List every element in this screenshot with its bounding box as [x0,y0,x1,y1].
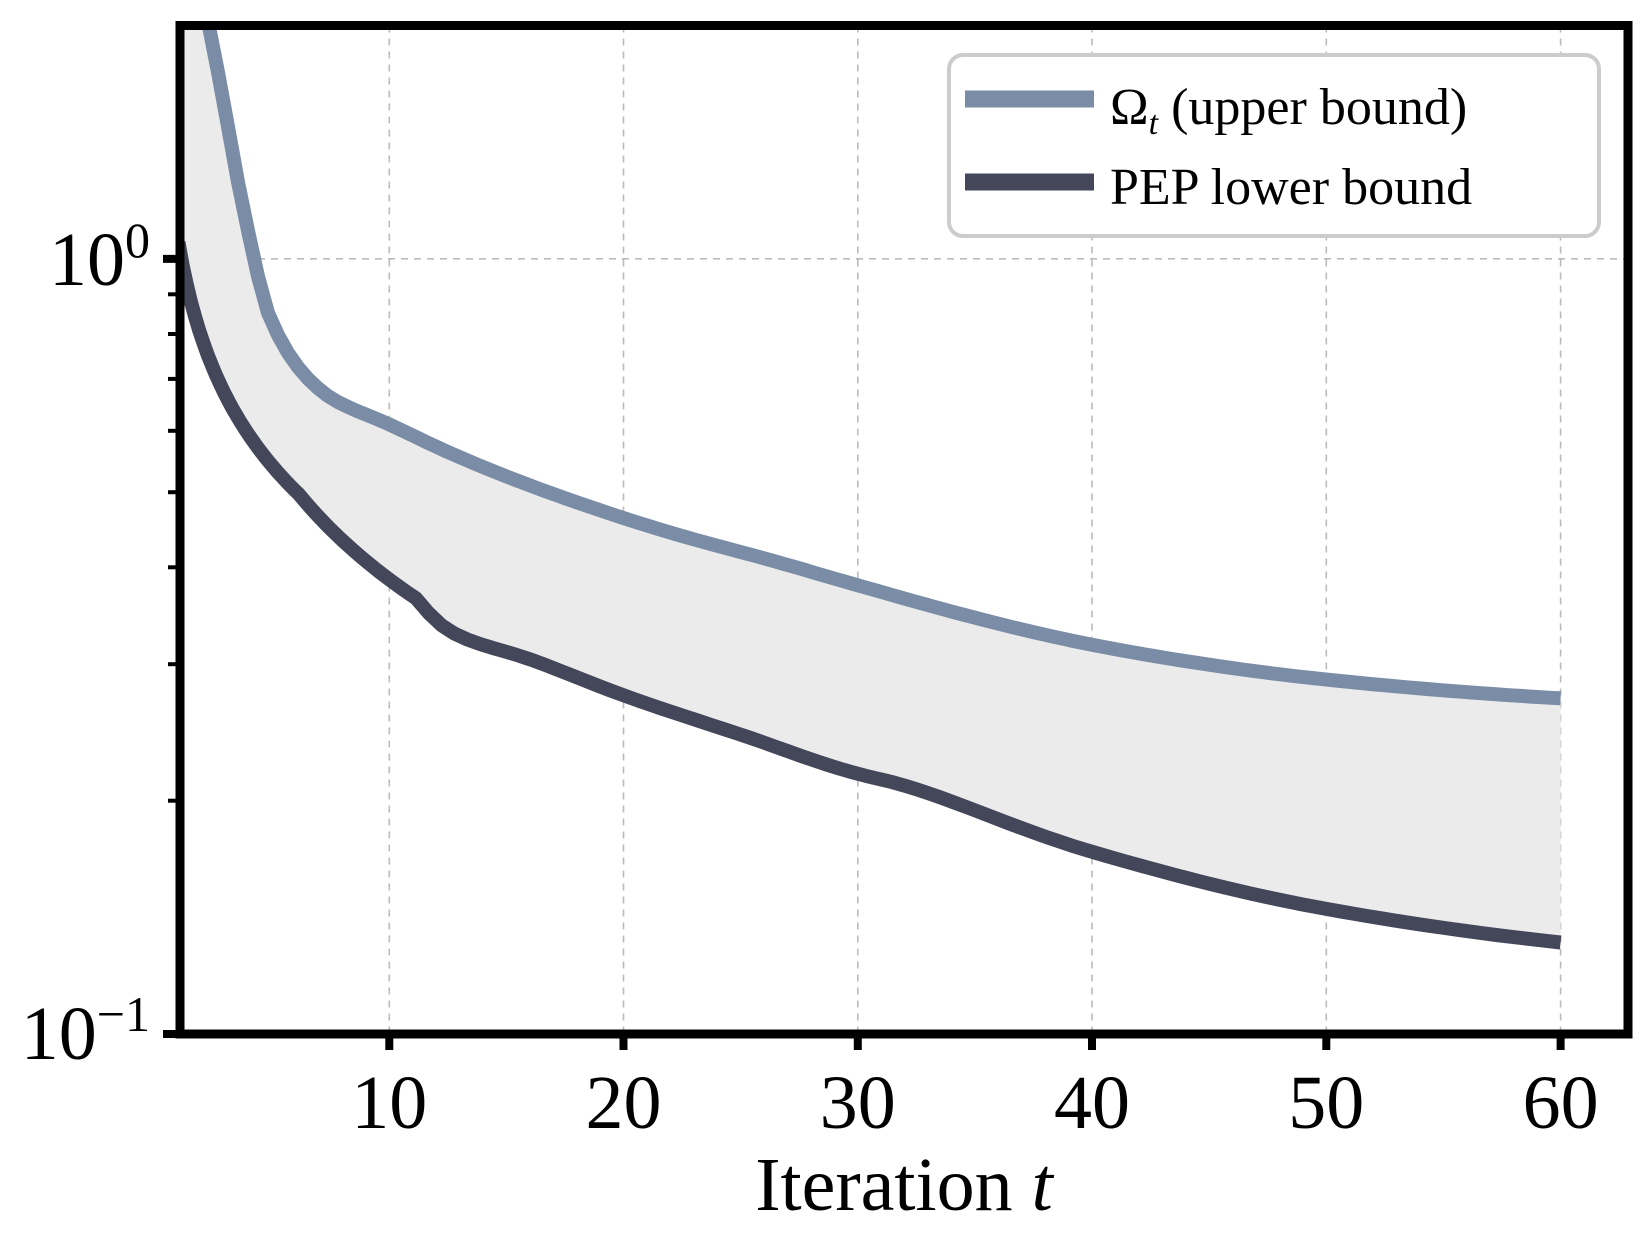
svg-text:40: 40 [1054,1061,1130,1145]
svg-text:Ωt (upper bound): Ωt (upper bound) [1110,79,1467,142]
svg-text:60: 60 [1523,1061,1599,1145]
svg-text:PEP lower bound: PEP lower bound [1110,159,1472,216]
svg-text:30: 30 [820,1061,896,1145]
svg-text:Iteration t: Iteration t [755,1143,1054,1227]
svg-text:20: 20 [586,1061,662,1145]
svg-text:50: 50 [1288,1061,1364,1145]
svg-text:10: 10 [351,1061,427,1145]
